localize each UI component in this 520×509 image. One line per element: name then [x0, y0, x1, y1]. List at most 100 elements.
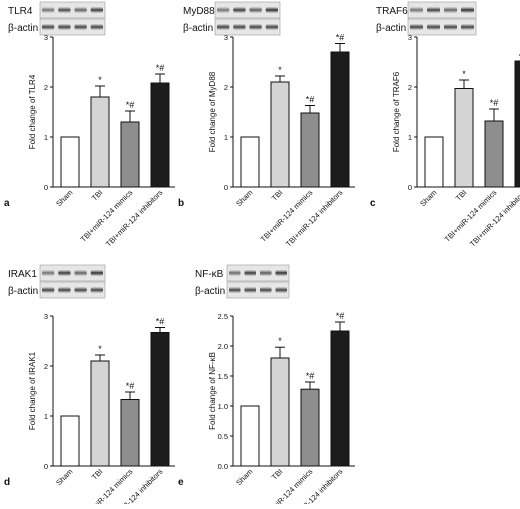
- blot-label-target: TLR4: [8, 6, 33, 17]
- y-tick-label: 3: [408, 33, 412, 42]
- bar: [425, 137, 443, 187]
- category-label: TBI+miR-124 inhibitors: [104, 188, 165, 249]
- category-label: TBI+miR-124 mimics: [79, 188, 135, 244]
- y-tick-label: 3: [44, 33, 48, 42]
- blot-band: [233, 24, 245, 30]
- significance-marker: *#: [490, 98, 499, 108]
- panel-letter: d: [4, 477, 10, 488]
- significance-marker: *#: [306, 371, 315, 381]
- blot-band: [91, 24, 103, 30]
- blot-band: [58, 7, 70, 13]
- blot-label-target: IRAK1: [8, 269, 37, 280]
- blot-band: [260, 287, 272, 293]
- y-tick-label: 1.5: [218, 372, 228, 381]
- bar: [271, 358, 289, 466]
- blot-band: [91, 287, 103, 293]
- blot-band: [266, 24, 278, 30]
- blot-band: [461, 24, 474, 30]
- bar: [241, 406, 259, 466]
- y-tick-label: 2: [44, 362, 48, 371]
- significance-marker: *: [462, 69, 466, 79]
- blot-band: [75, 287, 87, 293]
- blot-band: [42, 24, 54, 30]
- bar: [121, 122, 139, 187]
- panel-letter: e: [178, 477, 184, 488]
- blot-band: [427, 24, 440, 30]
- blot-band: [229, 287, 241, 293]
- blot-band: [229, 270, 241, 276]
- y-tick-label: 3: [224, 33, 228, 42]
- blot-label-target: MyD88: [183, 6, 215, 17]
- y-tick-label: 0: [44, 462, 48, 471]
- category-label: TBI+miR-124 mimics: [443, 188, 499, 244]
- bar: [331, 331, 349, 466]
- blot-band: [276, 287, 288, 293]
- blot-band: [42, 7, 54, 13]
- blot-label-actin: β-actin: [183, 23, 213, 34]
- bar: [241, 137, 259, 187]
- significance-marker: *#: [336, 33, 345, 43]
- blot-band: [42, 270, 54, 276]
- y-tick-label: 1: [44, 133, 48, 142]
- blot-band: [427, 7, 440, 13]
- blot-band: [461, 7, 474, 13]
- y-tick-label: 1: [44, 412, 48, 421]
- panel-letter: b: [178, 198, 184, 209]
- significance-marker: *: [98, 344, 102, 354]
- blot-band: [75, 24, 87, 30]
- y-axis-label: Fold change of NF-κB: [208, 352, 217, 430]
- y-tick-label: 1.0: [218, 402, 228, 411]
- blot-label-target: NF-κB: [195, 269, 224, 280]
- blot-label-actin: β-actin: [376, 23, 406, 34]
- significance-marker: *: [278, 65, 282, 75]
- y-tick-label: 2: [44, 83, 48, 92]
- category-label: Sham: [234, 467, 254, 487]
- bar: [151, 83, 169, 187]
- blot-band: [245, 270, 257, 276]
- y-axis-label: Fold change of IRAK1: [28, 351, 37, 430]
- y-tick-label: 0: [44, 183, 48, 192]
- blot-band: [58, 24, 70, 30]
- category-label: TBI: [270, 188, 285, 203]
- bar: [515, 61, 520, 187]
- blot-band: [266, 7, 278, 13]
- blot-label-actin: β-actin: [8, 286, 38, 297]
- y-tick-label: 2.0: [218, 342, 228, 351]
- bar: [121, 400, 139, 467]
- bar: [485, 121, 503, 187]
- blot-band: [75, 7, 87, 13]
- blot-label-actin: β-actin: [8, 23, 38, 34]
- y-axis-label: Fold change of MyD88: [208, 71, 217, 152]
- y-axis-label: Fold change of TRAF6: [392, 71, 401, 152]
- blot-band: [58, 287, 70, 293]
- y-tick-label: 0: [408, 183, 412, 192]
- blot-band: [410, 24, 423, 30]
- bar: [301, 389, 319, 466]
- bar: [61, 416, 79, 466]
- y-tick-label: 1: [224, 133, 228, 142]
- category-label: TBI: [90, 467, 105, 482]
- blot-band: [276, 270, 288, 276]
- category-label: Sham: [54, 188, 74, 208]
- y-axis-label: Fold change of TLR4: [28, 74, 37, 149]
- significance-marker: *: [98, 75, 102, 85]
- blot-label-target: TRAF6: [376, 6, 408, 17]
- bar: [331, 52, 349, 187]
- blot-band: [75, 270, 87, 276]
- blot-band: [245, 287, 257, 293]
- significance-marker: *#: [156, 63, 165, 73]
- y-tick-label: 0.5: [218, 432, 228, 441]
- significance-marker: *#: [336, 311, 345, 321]
- category-label: TBI: [90, 188, 105, 203]
- bar: [91, 97, 109, 187]
- blot-band: [58, 270, 70, 276]
- y-tick-label: 2: [224, 83, 228, 92]
- blot-band: [217, 24, 229, 30]
- blot-band: [250, 24, 262, 30]
- significance-marker: *#: [126, 381, 135, 391]
- y-tick-label: 2.5: [218, 312, 228, 321]
